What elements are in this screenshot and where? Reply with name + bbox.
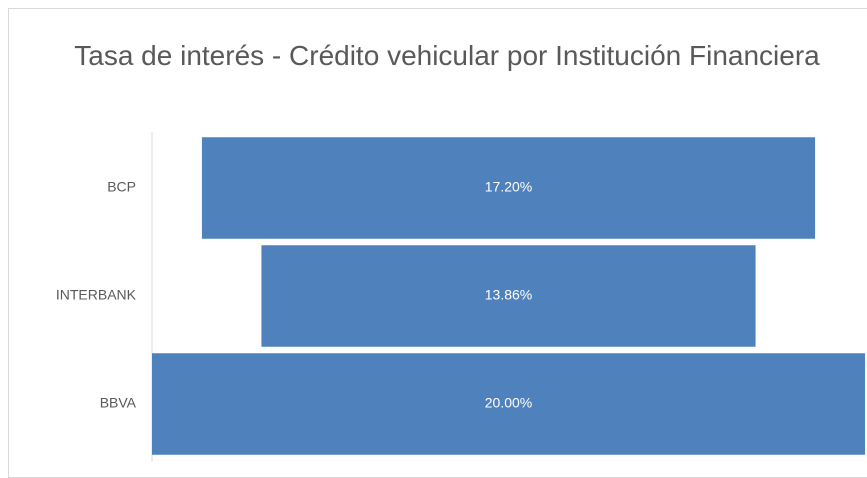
bar [152, 353, 865, 455]
data-label: 17.20% [485, 179, 532, 195]
bar [261, 245, 756, 347]
data-label: 13.86% [485, 287, 532, 303]
data-label: 20.00% [485, 395, 532, 411]
bar [201, 137, 816, 239]
chart-title: Tasa de interés - Crédito vehicular por … [74, 40, 820, 71]
chart: BCP 17.20% INTERBANK 13.86% BBVA 20.00% [56, 132, 865, 462]
page: {"chart_data": {"type": "funnel", "title… [8, 8, 867, 478]
y-tick-label: BCP [107, 179, 136, 195]
y-tick-label: BBVA [100, 395, 137, 411]
y-tick-label: INTERBANK [56, 287, 137, 303]
